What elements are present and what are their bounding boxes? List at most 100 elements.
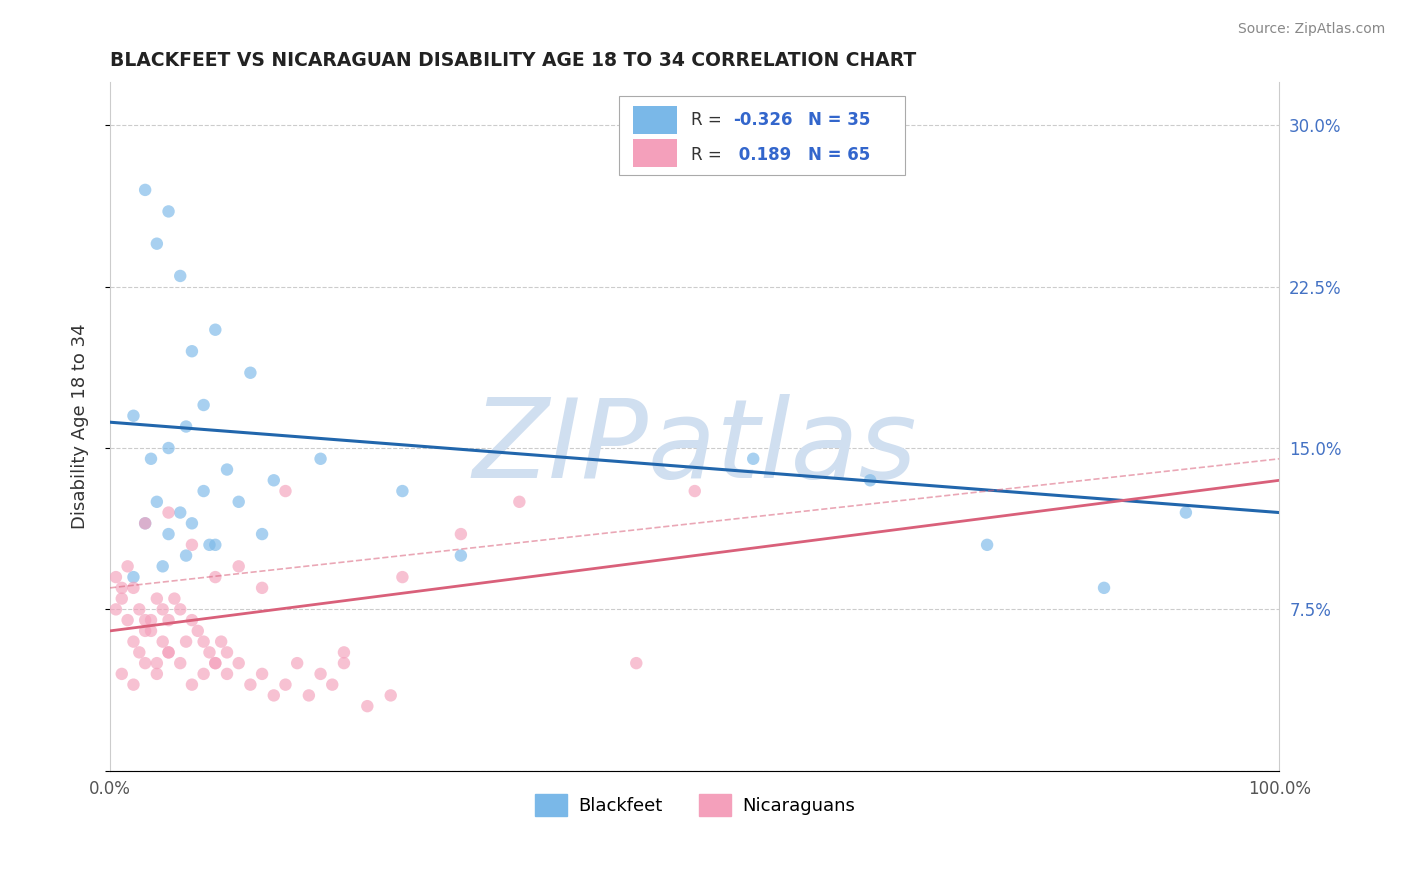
Point: [111, 591, 134, 606]
Text: BLACKFEET VS NICARAGUAN DISABILITY AGE 18 TO 34 CORRELATION CHART: BLACKFEET VS NICARAGUAN DISABILITY AGE 1…: [110, 51, 917, 70]
Text: N = 65: N = 65: [808, 145, 870, 163]
Point: [1174, 506, 1197, 520]
Point: [157, 613, 180, 627]
Point: [1092, 581, 1115, 595]
Point: [157, 645, 180, 659]
Point: [321, 678, 343, 692]
Point: [742, 451, 765, 466]
Point: [309, 666, 332, 681]
Point: [146, 236, 169, 251]
Point: [157, 506, 180, 520]
Point: [128, 645, 150, 659]
Point: [169, 268, 191, 283]
Point: [204, 656, 226, 670]
Point: [976, 538, 998, 552]
Point: [122, 570, 145, 584]
Point: [450, 527, 472, 541]
Point: [181, 538, 204, 552]
Point: [274, 484, 297, 499]
Point: [139, 451, 162, 466]
Point: [174, 419, 197, 434]
Point: [228, 656, 250, 670]
Point: [163, 591, 186, 606]
Point: [250, 527, 273, 541]
Point: [193, 484, 215, 499]
Point: [134, 624, 156, 638]
Point: [228, 495, 250, 509]
Point: [193, 398, 215, 412]
Point: [263, 473, 285, 487]
Point: [169, 656, 191, 670]
Point: [181, 344, 204, 359]
Point: [152, 634, 174, 648]
Point: [117, 613, 139, 627]
Point: [146, 591, 169, 606]
Point: [204, 656, 226, 670]
Text: R =: R =: [692, 145, 727, 163]
Point: [139, 613, 162, 627]
Point: [274, 678, 297, 692]
Point: [181, 516, 204, 531]
Point: [193, 634, 215, 648]
Point: [450, 549, 472, 563]
Point: [215, 666, 238, 681]
Point: [333, 645, 356, 659]
Point: [134, 516, 156, 531]
Point: [169, 506, 191, 520]
Point: [174, 634, 197, 648]
Point: [380, 689, 402, 703]
Point: [117, 559, 139, 574]
Text: Source: ZipAtlas.com: Source: ZipAtlas.com: [1237, 22, 1385, 37]
Point: [174, 549, 197, 563]
Point: [157, 645, 180, 659]
Text: ZIPatlas: ZIPatlas: [472, 393, 917, 500]
Point: [198, 538, 221, 552]
Text: -0.326: -0.326: [734, 112, 793, 129]
Point: [209, 634, 232, 648]
Point: [157, 441, 180, 455]
Point: [193, 666, 215, 681]
Point: [508, 495, 530, 509]
Point: [157, 527, 180, 541]
Point: [228, 559, 250, 574]
Point: [239, 678, 262, 692]
Point: [169, 602, 191, 616]
Point: [111, 666, 134, 681]
Point: [333, 656, 356, 670]
Point: [859, 473, 882, 487]
Point: [204, 538, 226, 552]
Point: [122, 678, 145, 692]
Point: [204, 570, 226, 584]
Point: [128, 602, 150, 616]
Point: [391, 484, 413, 499]
Point: [146, 666, 169, 681]
FancyBboxPatch shape: [633, 139, 678, 167]
Point: [157, 204, 180, 219]
Point: [122, 409, 145, 423]
FancyBboxPatch shape: [633, 106, 678, 134]
Point: [134, 183, 156, 197]
FancyBboxPatch shape: [619, 96, 905, 175]
Point: [139, 624, 162, 638]
Point: [215, 462, 238, 476]
Point: [104, 570, 127, 584]
Text: N = 35: N = 35: [808, 112, 870, 129]
Point: [626, 656, 648, 670]
Point: [239, 366, 262, 380]
Point: [152, 559, 174, 574]
Point: [134, 656, 156, 670]
Point: [198, 645, 221, 659]
Point: [146, 656, 169, 670]
Point: [134, 516, 156, 531]
Point: [122, 634, 145, 648]
Point: [263, 689, 285, 703]
Point: [146, 495, 169, 509]
Point: [215, 645, 238, 659]
Point: [391, 570, 413, 584]
Point: [285, 656, 308, 670]
Point: [111, 581, 134, 595]
Point: [181, 613, 204, 627]
Point: [134, 613, 156, 627]
Point: [298, 689, 321, 703]
Point: [356, 699, 378, 714]
